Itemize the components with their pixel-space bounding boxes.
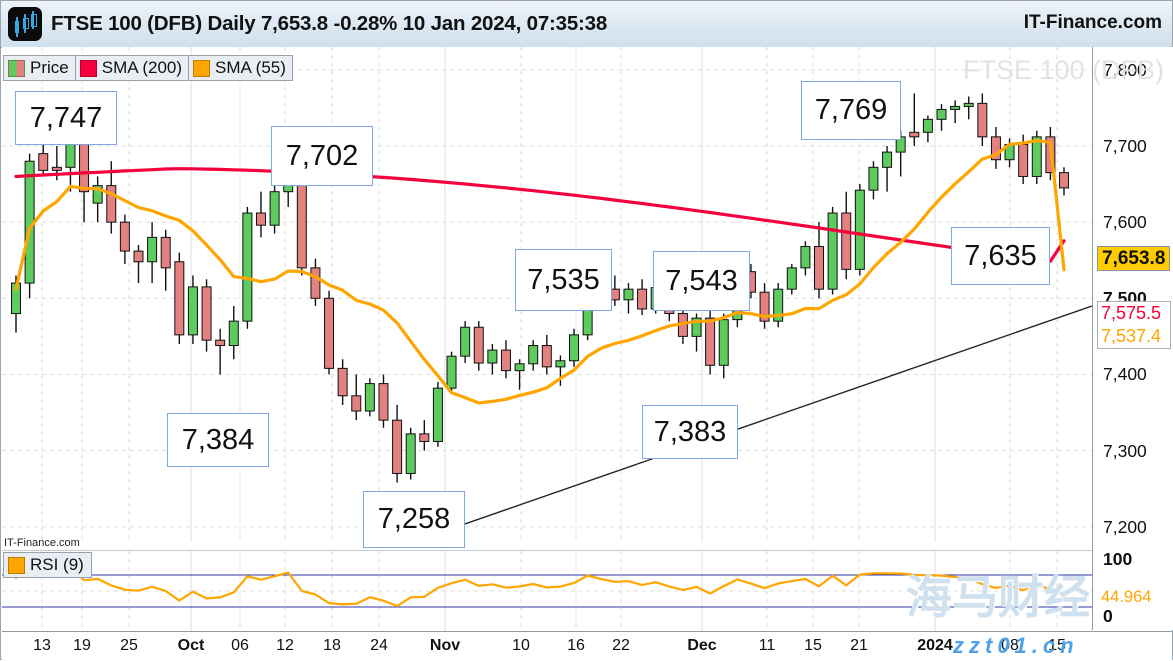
url-watermark: zzt01.cn bbox=[953, 633, 1079, 658]
legend-item-label: SMA (55) bbox=[215, 58, 286, 77]
date-tick-label: 12 bbox=[276, 637, 294, 654]
legend-item-sma-200[interactable]: SMA (200) bbox=[76, 56, 190, 80]
date-tick-label: 15 bbox=[804, 637, 822, 654]
current-price-tag: 7,653.8 bbox=[1097, 246, 1171, 271]
date-tick-label: Dec bbox=[687, 637, 717, 654]
date-tick-label: 2024 bbox=[917, 637, 953, 654]
price-callout[interactable]: 7,747 bbox=[15, 91, 117, 145]
rsi-axis-top-label: 100 bbox=[1103, 549, 1133, 569]
date-tick-label: 15 bbox=[1048, 637, 1066, 654]
price-callout[interactable]: 7,635 bbox=[951, 227, 1050, 285]
price-axis: 7,800 7,700 7,600 7,500 7,400 7,300 7,200 7,65… bbox=[1092, 47, 1173, 630]
legend-item-label: Price bbox=[30, 58, 69, 77]
price-callout[interactable]: 7,258 bbox=[363, 491, 465, 548]
date-tick-label: Oct bbox=[177, 637, 205, 654]
date-tick-label: 13 bbox=[33, 637, 51, 654]
series-legend[interactable]: Price SMA (200) SMA (55) bbox=[3, 55, 293, 81]
price-callout[interactable]: 7,543 bbox=[653, 251, 750, 311]
sma200-value-tag: 7,575.5 bbox=[1097, 301, 1171, 325]
date-tick-label: 18 bbox=[323, 637, 341, 654]
price-callout[interactable]: 7,383 bbox=[642, 405, 738, 459]
price-tick-label: 7,700 bbox=[1103, 136, 1147, 156]
date-tick-label: 22 bbox=[612, 637, 630, 654]
brand-label: IT-Finance.com bbox=[1023, 12, 1162, 33]
price-tick-label: 7,300 bbox=[1103, 440, 1147, 461]
candlestick-logo-icon bbox=[8, 7, 42, 41]
date-tick-label: 11 bbox=[758, 637, 776, 654]
date-tick-label: Nov bbox=[429, 637, 461, 654]
chart-title-watermark: FTSE 100 (DFB) bbox=[962, 55, 1164, 85]
rsi-current-value: 44.964 bbox=[1101, 588, 1152, 606]
legend-color-swatch bbox=[8, 59, 25, 77]
date-tick-label: 08 bbox=[1001, 637, 1019, 654]
page-title: FTSE 100 (DFB) Daily 7,653.8 -0.28% 10 J… bbox=[51, 12, 608, 35]
date-tick-label: 10 bbox=[512, 637, 530, 654]
price-callout[interactable]: 7,769 bbox=[801, 81, 901, 140]
date-axis: 13 19 25 Oct 06 12 18 24 Nov 10 16 22 Dec 11 15 21 2024 0… bbox=[2, 631, 1172, 661]
date-tick-label: 16 bbox=[567, 637, 585, 654]
app-header: FTSE 100 (DFB) Daily 7,653.8 -0.28% 10 J… bbox=[1, 1, 1172, 48]
cn-watermark: 海马财经 bbox=[906, 570, 1090, 624]
date-tick-label: 21 bbox=[850, 637, 868, 654]
legend-item-label: SMA (200) bbox=[101, 58, 183, 77]
price-tick-label: 7,800 bbox=[1103, 59, 1147, 80]
rsi-color-swatch bbox=[8, 556, 25, 574]
legend-item-sma-55[interactable]: SMA (55) bbox=[189, 56, 292, 80]
price-callout[interactable]: 7,384 bbox=[167, 413, 269, 467]
rsi-legend-label: RSI (9) bbox=[30, 555, 84, 574]
rsi-panel[interactable] bbox=[2, 550, 1092, 631]
legend-item-price[interactable]: Price bbox=[4, 56, 76, 80]
legend-color-swatch bbox=[79, 59, 97, 77]
rsi-legend[interactable]: RSI (9) bbox=[3, 552, 92, 578]
price-tick-label: 7,600 bbox=[1103, 212, 1147, 233]
small-brand-label: IT-Finance.com bbox=[4, 537, 80, 549]
sma55-value-tag: 7,537.4 bbox=[1097, 325, 1171, 349]
date-tick-label: 19 bbox=[73, 637, 91, 654]
date-tick-label: 25 bbox=[120, 637, 138, 654]
price-callout[interactable]: 7,535 bbox=[515, 249, 612, 311]
rsi-chart-svg bbox=[2, 551, 1092, 631]
price-callout[interactable]: 7,702 bbox=[271, 126, 373, 186]
price-tick-label: 7,200 bbox=[1103, 516, 1147, 537]
legend-color-swatch bbox=[193, 59, 211, 77]
rsi-axis-bottom-label: 0 bbox=[1103, 606, 1113, 626]
date-tick-label: 06 bbox=[231, 637, 249, 654]
date-tick-label: 24 bbox=[370, 637, 388, 654]
price-tick-label: 7,400 bbox=[1103, 364, 1147, 385]
